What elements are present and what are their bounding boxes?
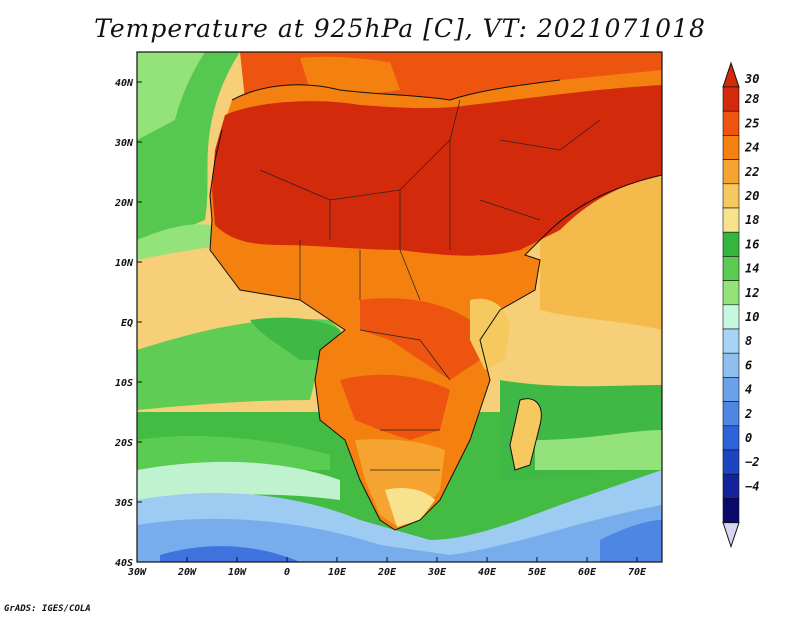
colorbar-swatch [722,377,740,402]
madagascar [510,398,542,470]
plot-frame [136,51,663,563]
madagascar-coast [509,398,542,471]
colorbar-swatch [722,256,740,281]
colorbar-swatch [722,135,740,160]
colorbar-swatch [722,183,740,209]
colorbar-label: 2 [744,407,752,421]
ocean-band-2 [160,546,300,562]
colorbar-swatch [722,110,740,136]
credit-text: GrADS: IGES/COLA [4,604,91,614]
coastline [209,79,662,531]
colorbar-label: 10 [745,310,759,324]
colorbar-swatch [722,304,740,330]
lon-tick-label: 10W [228,567,247,578]
lat-tick-label: 10N [115,258,134,269]
colorbar-swatch [722,473,740,499]
colorbar-swatch [722,449,740,475]
colorbar-swatch [722,280,740,306]
lat-tick-label: 20N [114,198,134,209]
colorbar-label: 4 [745,383,752,397]
lon-tick-label: 60E [578,567,597,578]
axis-ticks: 30W 20W 10W 0 10E 20E 30E 40E 50E 60E 70E 40N 30N 20N… [114,78,647,578]
colorbar-top-arrow [722,61,740,88]
colorbar-label: 18 [745,213,759,227]
sahel-25 [230,252,500,320]
atlantic-band-cool [137,224,225,260]
colorbar-swatch [722,425,740,451]
colorbar-label: 25 [744,116,759,130]
colorbar-label: 20 [744,189,759,203]
atlantic-band-12 [137,52,205,140]
colorbar-swatch [722,86,740,112]
lon-tick-label: 20W [177,567,197,578]
lat-tick-label: EQ [121,318,133,329]
colorbar-label: 24 [744,141,759,155]
central-africa-28 [360,298,480,380]
colorbar-label: −2 [745,455,759,469]
lon-tick-label: 70E [628,567,647,578]
colorbar-swatch [722,207,740,233]
ocean-band-4-east [600,520,662,562]
colorbar-label: 12 [745,286,759,300]
europe-25 [300,56,400,94]
map-plot-area [137,52,662,562]
lon-tick-label: 0 [284,567,290,578]
lat-tick-label: 10S [115,378,133,389]
ocean-band-7 [137,505,662,562]
colorbar-label: 30 [744,72,759,86]
colorbar-swatch [722,231,740,257]
lon-tick-label: 50E [528,567,547,578]
colorbar-label: 16 [745,237,759,251]
lon-tick-label: 30W [127,567,147,578]
colorbar-label: 14 [745,262,759,276]
sahara-hot-core [212,85,662,256]
gulf-band-16 [250,317,340,360]
country-borders [259,99,601,471]
colorbar-label: 0 [745,431,752,445]
colorbar-swatch [722,401,740,427]
lat-tick-label: 40S [115,558,133,569]
colorbar-label: 6 [745,358,752,372]
colorbar-swatch [722,352,740,378]
colorbar-label: 22 [744,165,759,179]
colorbar-swatch [722,328,740,354]
east-africa-highlands [470,298,510,370]
lon-tick-label: 20E [377,567,397,578]
lon-tick-label: 10E [328,567,347,578]
lat-tick-label: 40N [115,78,134,89]
lon-tick-label: 40E [478,567,497,578]
colorbar-swatch [722,159,740,185]
colorbar-label: 8 [745,334,752,348]
colorbar-label: 28 [744,92,759,106]
chart-title: Temperature at 925hPa [C], VT: 202107101… [94,14,706,43]
lat-tick-label: 30S [114,498,133,509]
indian-ocean-14 [535,430,662,470]
lat-tick-label: 30N [114,138,134,149]
colorbar-label: −4 [745,479,759,493]
south-africa-20 [385,488,435,527]
lat-tick-label: 20S [114,438,133,449]
lon-tick-label: 30E [427,567,447,578]
angola-28 [340,374,450,440]
colorbar-bottom-arrow [722,522,740,549]
colorbar-swatch [722,498,740,523]
